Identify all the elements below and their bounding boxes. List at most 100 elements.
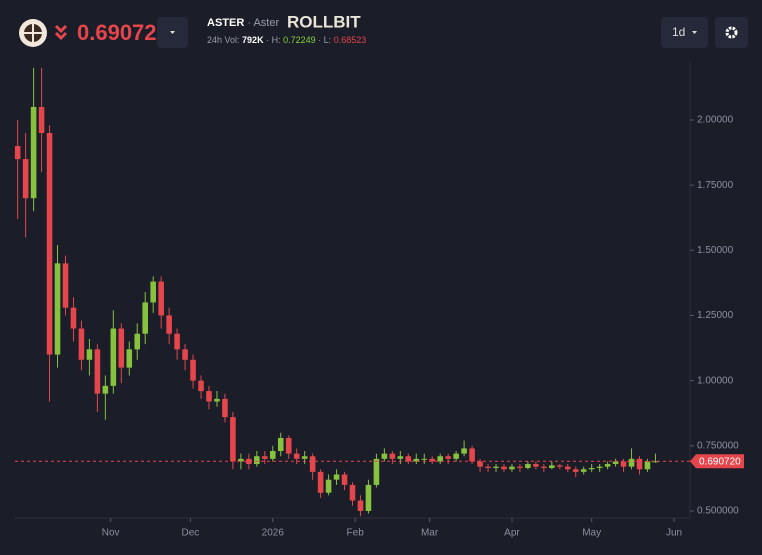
candle-body	[38, 106, 45, 134]
candle-body	[501, 466, 507, 470]
low-label: · L:	[318, 35, 331, 45]
candle-body	[445, 456, 451, 459]
price: 0.69072	[77, 20, 157, 45]
candle-body	[30, 106, 37, 199]
candle-body	[254, 456, 260, 465]
pair: ASTER · Aster	[207, 17, 279, 29]
price-label-box	[690, 454, 744, 469]
y-tick-label: 0.500000	[697, 506, 739, 517]
x-tick-label: Mar	[421, 528, 439, 539]
candle-body	[62, 263, 69, 308]
candle-body	[636, 458, 643, 470]
low: 0.68523	[334, 35, 367, 45]
price-label: 0.690720	[699, 456, 741, 467]
candle-body	[572, 469, 579, 472]
candle-body	[580, 469, 587, 472]
brand: ROLLBIT	[287, 12, 361, 31]
candle-body	[333, 474, 340, 480]
candle-body	[198, 380, 204, 392]
gear-hole	[730, 31, 733, 34]
candle-body	[174, 333, 180, 350]
candle-body	[493, 466, 499, 468]
candle-body	[78, 328, 85, 360]
x-tick-label: May	[582, 528, 601, 539]
candle-body	[341, 474, 348, 485]
y-tick-label: 1.00000	[697, 375, 734, 386]
candle-body	[509, 466, 515, 470]
candle-body	[54, 263, 61, 355]
token-logo-mark	[24, 24, 42, 42]
candle-body	[477, 461, 483, 467]
candle-body	[118, 328, 125, 368]
candle-body	[485, 466, 491, 468]
candle-body	[182, 349, 188, 360]
candle-body	[238, 458, 244, 462]
candle-body	[517, 466, 523, 468]
candle-body	[644, 461, 651, 470]
candle-body	[596, 466, 603, 468]
plot: 0.500000 0.750000 1.00000 1.25000 1.50000 1.7…	[14, 67, 744, 539]
separator: ·	[247, 17, 251, 29]
candle-body	[277, 437, 284, 452]
candle-body	[86, 349, 93, 360]
gear-icon	[725, 26, 738, 39]
candle-body	[429, 458, 436, 462]
candle-body	[94, 349, 101, 394]
candle-body	[628, 458, 635, 467]
down-arrow	[54, 24, 68, 41]
candle-body	[214, 398, 220, 402]
candle-body	[612, 461, 619, 465]
high-label: · H:	[266, 35, 281, 45]
candle-body	[190, 359, 196, 381]
stats: 24h Vol: 792K · H: 0.72249 · L: 0.68523	[207, 35, 366, 45]
candle-body	[222, 398, 228, 418]
candle-body	[70, 307, 77, 329]
candle-body	[126, 349, 133, 368]
candle-body	[549, 465, 555, 468]
candle-body	[381, 453, 388, 459]
token-name: Aster	[253, 17, 279, 29]
candle-body	[46, 133, 53, 355]
candle-body	[230, 417, 236, 462]
candle-body	[413, 458, 420, 462]
x-tick-label: Jun	[666, 528, 682, 539]
x-tick-label: Apr	[504, 528, 520, 539]
candle-body	[262, 456, 268, 459]
candle-body	[365, 484, 372, 511]
y-tick-label: 2.00000	[697, 115, 734, 126]
caret	[692, 31, 697, 34]
candle-body	[269, 451, 276, 459]
candle-body	[533, 464, 539, 467]
y-tick-label: 1.50000	[697, 245, 734, 256]
interval: 1d	[672, 25, 685, 39]
candle-body	[22, 159, 29, 199]
candle-body	[14, 146, 21, 160]
x-tick-label: Dec	[181, 528, 199, 539]
vol-label: 24h Vol:	[207, 35, 240, 45]
candle-body	[564, 466, 571, 470]
candle-body	[525, 464, 531, 468]
candle-body	[652, 461, 659, 463]
x-tick-label: Feb	[347, 528, 365, 539]
candle-body	[285, 437, 292, 454]
candle-body	[437, 456, 443, 462]
candle-body	[293, 453, 300, 459]
candle-body	[317, 471, 324, 493]
interval-button[interactable]	[661, 17, 708, 48]
candle-body	[373, 458, 380, 485]
x-tick-label: 2026	[262, 528, 285, 539]
high: 0.72249	[283, 35, 316, 45]
candle-body	[110, 328, 117, 386]
candle-body	[301, 456, 308, 459]
candle-body	[588, 467, 595, 470]
x-tick-label: Nov	[102, 528, 120, 539]
header: 0.69072 ASTER · Aster ROLLBIT 24h Vol: 7…	[19, 12, 748, 48]
candle-body	[541, 466, 547, 468]
candle-body	[150, 281, 156, 303]
candle-body	[469, 448, 475, 462]
candle-body	[453, 453, 459, 459]
candle-body	[158, 281, 164, 316]
candle-body	[620, 461, 627, 467]
candle-body	[349, 484, 356, 501]
